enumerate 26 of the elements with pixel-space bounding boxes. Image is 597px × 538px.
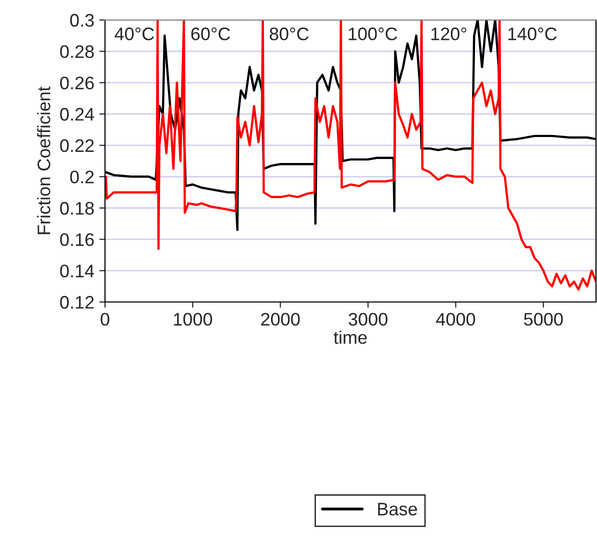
y-axis-title: Friction Coefficient (37, 86, 50, 234)
x-tick-label: 2000 (261, 312, 300, 326)
y-tick-label: 0.14 (60, 264, 94, 278)
y-tick-label: 0.24 (60, 108, 94, 121)
y-tick-label: 0.28 (60, 45, 94, 58)
annotation: 120° (431, 28, 466, 40)
x-tick-label: 3000 (348, 312, 388, 326)
line-series (105, 20, 596, 291)
annotation: 60°C (191, 28, 230, 40)
annotation: 100°C (348, 28, 398, 40)
x-tick-label: 0 (100, 312, 110, 326)
y-tick-label: 0.12 (60, 296, 94, 309)
y-tick-label: 0.2 (70, 170, 94, 184)
y-tick-label: 0.18 (60, 202, 94, 215)
y-tick-label: 0.3 (70, 14, 94, 27)
x-tick-label: 5000 (524, 312, 563, 326)
x-tick-label: 1000 (174, 312, 212, 326)
annotation: 140°C (508, 28, 557, 40)
y-tick-label: 0.22 (60, 139, 94, 152)
y-tick-label: 0.16 (60, 233, 94, 246)
x-axis-title: time (334, 330, 367, 344)
annotation: 80°C (270, 28, 309, 40)
x-tick-label: 4000 (436, 312, 476, 326)
annotation: 40°C (114, 28, 154, 40)
y-tick-label: 0.26 (60, 76, 94, 90)
legend-label: Base (378, 502, 417, 516)
